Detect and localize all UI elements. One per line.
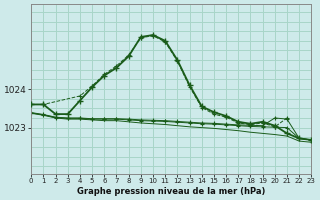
X-axis label: Graphe pression niveau de la mer (hPa): Graphe pression niveau de la mer (hPa) xyxy=(77,187,266,196)
